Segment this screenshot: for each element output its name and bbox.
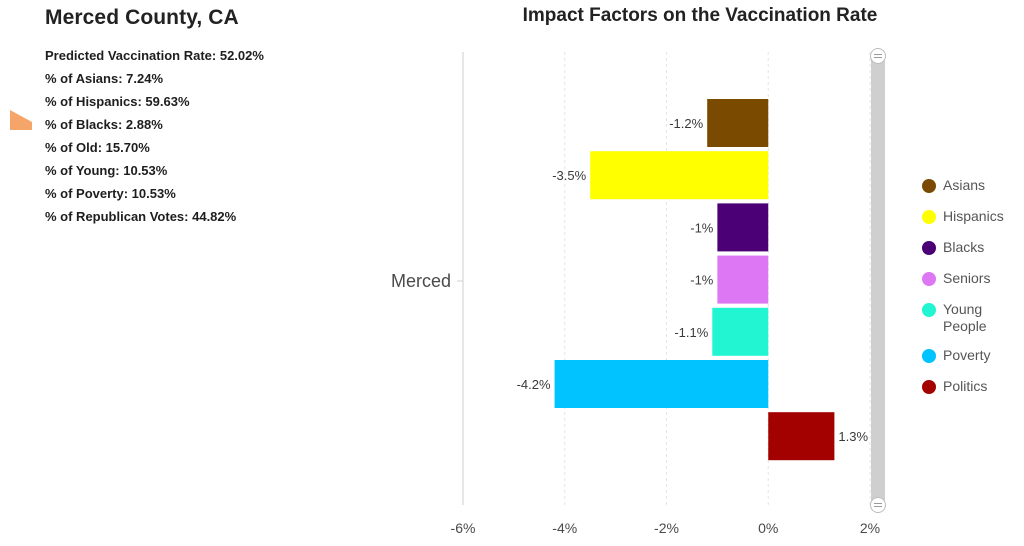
stat-poverty: % of Poverty: 10.53%	[45, 186, 176, 201]
legend-label: Blacks	[943, 239, 985, 255]
stat-predicted-vaccination-rate: Predicted Vaccination Rate: 52.02%	[45, 48, 264, 63]
y-category-label: Merced	[391, 271, 451, 291]
legend-label: Politics	[943, 378, 988, 394]
legend-swatch	[922, 272, 936, 286]
scrollbar-handle-bottom[interactable]	[870, 497, 886, 513]
stat-blacks: % of Blacks: 2.88%	[45, 117, 163, 132]
data-label-hispanics: -3.5%	[552, 168, 586, 183]
vertical-scrollbar[interactable]	[871, 56, 885, 504]
bar-politics[interactable]	[768, 412, 835, 461]
legend-swatch	[922, 210, 936, 224]
legend-label: Asians	[943, 177, 986, 193]
data-label-politics: 1.3%	[838, 429, 868, 444]
stat-republican-votes: % of Republican Votes: 44.82%	[45, 209, 237, 224]
stat-asians: % of Asians: 7.24%	[45, 71, 164, 86]
legend-swatch	[922, 241, 936, 255]
data-label-young-people: -1.1%	[674, 325, 708, 340]
x-tick-label: 0%	[758, 520, 778, 536]
data-label-blacks: -1%	[690, 220, 714, 235]
county-stats-list: Predicted Vaccination Rate: 52.02% % of …	[45, 44, 375, 228]
legend-swatch	[922, 349, 936, 363]
data-label-asians: -1.2%	[669, 116, 703, 131]
data-label-poverty: -4.2%	[517, 377, 551, 392]
x-tick-label: -6%	[451, 520, 476, 536]
stat-young: % of Young: 10.53%	[45, 163, 168, 178]
chart-title: Impact Factors on the Vaccination Rate	[522, 5, 878, 26]
bar-young-people[interactable]	[712, 307, 769, 356]
x-tick-label: -4%	[552, 520, 577, 536]
bar-asians[interactable]	[707, 99, 769, 147]
stat-old: % of Old: 15.70%	[45, 140, 150, 155]
data-label-seniors: -1%	[690, 273, 714, 288]
legend-swatch	[922, 179, 936, 193]
scrollbar-handle-top[interactable]	[870, 48, 886, 64]
x-tick-label: 2%	[860, 520, 880, 536]
legend-swatch	[922, 303, 936, 317]
legend-swatch	[922, 380, 936, 394]
legend-label: Hispanics	[943, 208, 1004, 224]
bar-hispanics[interactable]	[590, 151, 769, 200]
selection-marker-icon	[10, 110, 32, 130]
county-title: Merced County, CA	[45, 6, 239, 29]
legend-label: Seniors	[943, 270, 991, 286]
x-tick-label: -2%	[654, 520, 679, 536]
county-info-panel: Merced County, CA Predicted Vaccination …	[45, 6, 375, 228]
legend-label: Young People	[943, 301, 987, 334]
legend-label: Poverty	[943, 347, 991, 363]
bar-poverty[interactable]	[554, 360, 769, 408]
stat-hispanics: % of Hispanics: 59.63%	[45, 94, 190, 109]
bar-seniors[interactable]	[717, 255, 769, 304]
bar-blacks[interactable]	[717, 203, 769, 252]
